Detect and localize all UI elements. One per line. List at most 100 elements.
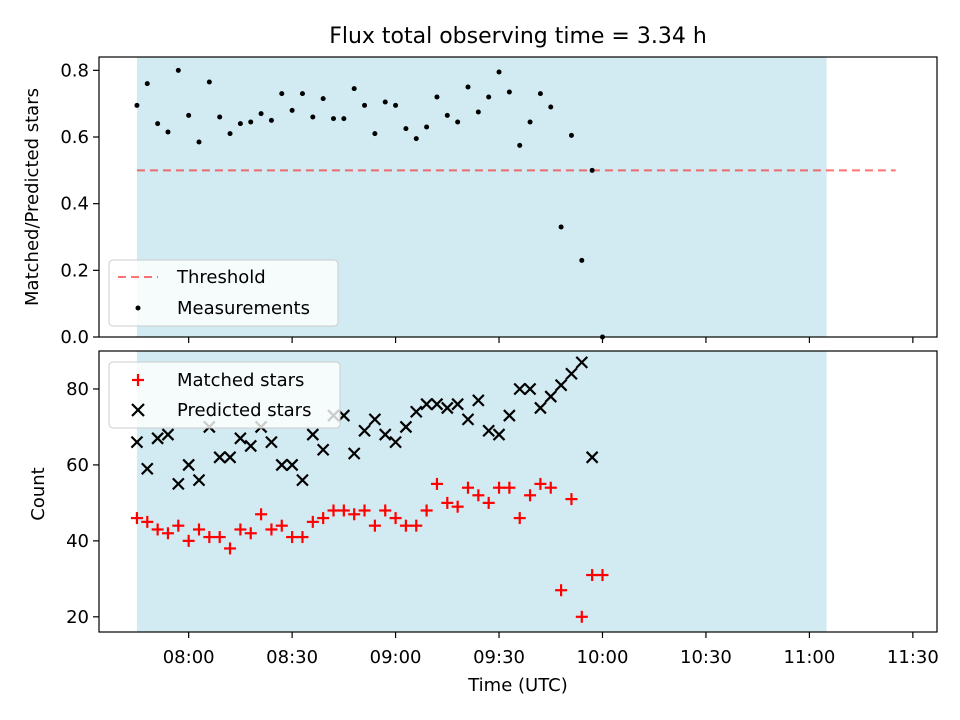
predicted-star-point (192, 473, 206, 487)
ratio-panel: 0.00.20.40.60.8 Matched/Predicted stars … (22, 56, 938, 348)
x-tick-label: 09:00 (370, 647, 422, 668)
matched-star-point (141, 515, 154, 528)
matched-star-point (555, 584, 568, 597)
predicted-star-point (409, 405, 423, 419)
predicted-star-point (151, 432, 164, 445)
matched-star-point (544, 481, 557, 494)
measurement-point (258, 111, 264, 117)
predicted-star-point (461, 413, 475, 426)
x-axis-label: Time (UTC) (467, 675, 568, 696)
count-y-tick-label: 60 (66, 455, 89, 476)
predicted-star-point (213, 451, 226, 464)
measurement-point (217, 114, 223, 120)
x-tick-label: 10:00 (577, 647, 629, 668)
count-y-axis-label: Count (28, 467, 49, 520)
matched-star-point (482, 496, 495, 509)
measurement-point (434, 94, 440, 100)
predicted-star-point (472, 394, 485, 407)
matched-star-point (327, 504, 340, 517)
predicted-star-point (389, 435, 402, 449)
predicted-star-point (523, 382, 537, 396)
measurement-point (372, 131, 378, 137)
predicted-star-point (316, 443, 330, 457)
measurement-point (175, 67, 181, 73)
predicted-star-point (368, 413, 382, 426)
ratio-legend: Threshold Measurements (108, 259, 339, 327)
predicted-star-point (399, 420, 413, 434)
measurement-point (351, 86, 357, 92)
legend-threshold-label: Threshold (176, 267, 266, 288)
predicted-star-point (130, 435, 144, 449)
predicted-star-point (265, 435, 278, 449)
measurement-point (227, 131, 233, 137)
measurement-point (393, 102, 399, 108)
matched-star-point (358, 504, 371, 517)
x-tick-label: 09:30 (473, 647, 525, 668)
measurement-point (310, 114, 316, 120)
predicted-star-point (565, 367, 578, 381)
matched-star-point (368, 519, 381, 532)
x-tick-label: 10:30 (680, 647, 732, 668)
measurement-point (362, 102, 368, 108)
matched-star-point (461, 481, 474, 494)
count-y-tick-label: 40 (66, 531, 89, 552)
legend-matched-swatch (132, 374, 144, 386)
matched-star-point (410, 519, 423, 532)
measurement-point (486, 94, 492, 100)
measurement-point (465, 84, 471, 90)
predicted-star-point (585, 451, 599, 464)
measurement-point (568, 132, 574, 138)
measurement-point (403, 126, 409, 132)
measurement-point (165, 129, 171, 135)
matched-star-point (389, 512, 402, 525)
matched-star-point (172, 519, 185, 532)
ratio-axes-frame (98, 56, 938, 338)
predicted-star-point (378, 428, 392, 441)
measurement-point (413, 136, 419, 142)
matched-star-point (317, 512, 330, 525)
matched-star-point (275, 519, 288, 532)
measurement-point (320, 96, 326, 102)
matched-star-point (586, 569, 599, 582)
measurement-point (517, 142, 523, 148)
matched-star-point (493, 481, 506, 494)
matched-star-point (161, 527, 174, 540)
matched-star-point (130, 512, 143, 525)
predicted-star-point (420, 397, 433, 411)
legend-predicted-swatch (131, 403, 145, 417)
measurement-point (455, 119, 461, 125)
matched-star-point (306, 515, 319, 528)
x-tick-label: 08:00 (163, 647, 215, 668)
measurement-point (506, 89, 512, 95)
matched-star-point (379, 504, 392, 517)
matched-star-point (193, 523, 206, 536)
measurement-point (424, 124, 430, 130)
predicted-star-point (182, 458, 195, 472)
count-legend: Matched stars Predicted stars (108, 361, 341, 429)
matched-star-point (534, 477, 547, 490)
legend-predicted-label: Predicted stars (177, 400, 311, 421)
matched-star-point (286, 531, 299, 544)
matched-star-point (244, 527, 257, 540)
measurement-point (496, 69, 502, 75)
measurement-point (134, 102, 140, 108)
measurement-point (558, 224, 564, 230)
predicted-star-point (244, 439, 258, 453)
predicted-star-point (544, 390, 558, 403)
matched-star-point (234, 523, 247, 536)
matched-star-point (565, 493, 578, 506)
matched-star-point (503, 481, 516, 494)
matched-star-point (203, 531, 216, 544)
matched-star-point (472, 489, 485, 502)
measurement-point (289, 107, 295, 113)
x-tick-label: 11:30 (887, 647, 939, 668)
count-y-tick-label: 20 (66, 607, 89, 628)
x-tick-label: 11:00 (783, 647, 835, 668)
matched-star-point (524, 489, 537, 502)
measurement-point (196, 139, 202, 145)
x-tick-label: 08:30 (266, 647, 318, 668)
ratio-y-axis-label: Matched/Predicted stars (22, 88, 43, 306)
matched-star-point (513, 512, 526, 525)
matched-star-point (430, 477, 443, 490)
